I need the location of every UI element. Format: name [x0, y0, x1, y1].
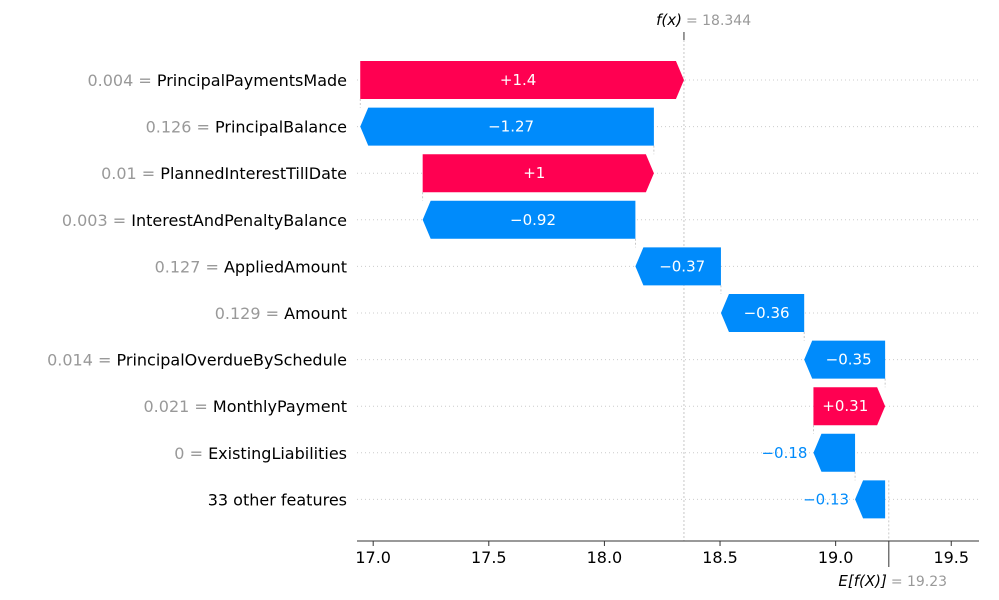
feature-name: MonthlyPayment [213, 397, 347, 416]
feature-name: PrincipalBalance [215, 118, 347, 137]
feature-label: 0.127 = AppliedAmount [155, 257, 347, 276]
feature-name: ExistingLiabilities [208, 444, 347, 463]
feature-value: 0.003 = [62, 211, 131, 230]
bar-positive [422, 154, 654, 193]
efx-label: E[f(X)] [838, 572, 887, 590]
feature-label: 0.003 = InterestAndPenaltyBalance [62, 211, 347, 230]
feature-label: 0.01 = PlannedInterestTillDate [101, 164, 347, 183]
feature-value: 0.127 = [155, 257, 224, 276]
feature-value: 0.014 = [47, 351, 116, 370]
feature-value: 0 = [174, 444, 208, 463]
bar-negative [813, 433, 856, 472]
bar-negative [422, 200, 636, 239]
feature-value: 0.004 = [87, 71, 156, 90]
feature-label: 0.021 = MonthlyPayment [144, 397, 348, 416]
bar-value-label: +0.31 [822, 397, 868, 415]
bar-value-label: −0.35 [826, 351, 872, 369]
bar-negative [360, 107, 654, 146]
fx-label: f(x) [656, 11, 682, 29]
feature-name: InterestAndPenaltyBalance [131, 211, 347, 230]
feature-name: Amount [284, 304, 347, 323]
bar-value-label: +1.4 [500, 71, 536, 89]
feature-label: 0.004 = PrincipalPaymentsMade [87, 71, 347, 90]
bar-value-label: +1 [523, 164, 545, 182]
feature-value: 0.129 = [215, 304, 284, 323]
bar-value-label: −1.27 [488, 118, 534, 136]
fx-label-value: = 18.344 [686, 13, 751, 29]
feature-label: 0 = ExistingLiabilities [174, 444, 347, 463]
bar-negative [855, 480, 886, 519]
fx-label-prefix: f(x) [656, 11, 682, 29]
x-tick-label: 19.0 [818, 548, 854, 567]
feature-label: 0.126 = PrincipalBalance [146, 118, 347, 137]
feature-value: 0.126 = [146, 118, 215, 137]
bar-negative [635, 247, 721, 286]
feature-value: 0.01 = [101, 164, 160, 183]
feature-name: PlannedInterestTillDate [160, 164, 347, 183]
feature-name: PrincipalOverdueBySchedule [117, 351, 348, 370]
feature-name: 33 other features [208, 490, 347, 509]
x-tick-label: 17.0 [355, 548, 391, 567]
feature-name: AppliedAmount [224, 257, 347, 276]
efx-label-prefix: E[f(X)] [838, 572, 887, 590]
bar-value-label: −0.92 [510, 211, 556, 229]
bar-value-label: −0.13 [803, 490, 849, 508]
feature-value: 0.021 = [144, 397, 213, 416]
bar-value-label: −0.37 [659, 257, 705, 275]
bar-value-label: −0.18 [761, 444, 807, 462]
x-tick-label: 17.5 [471, 548, 507, 567]
efx-label-value: = 19.23 [891, 574, 947, 590]
feature-label: 33 other features [208, 490, 347, 509]
x-tick-label: 18.5 [702, 548, 738, 567]
bar-positive [360, 61, 684, 99]
bar-value-label: −0.36 [744, 304, 790, 322]
x-tick-label: 19.5 [933, 548, 969, 567]
feature-label: 0.014 = PrincipalOverdueBySchedule [47, 351, 347, 370]
bar-positive [813, 387, 886, 426]
feature-name: PrincipalPaymentsMade [157, 71, 347, 90]
x-tick-label: 18.0 [587, 548, 623, 567]
bar-negative [804, 340, 886, 379]
bar-negative [720, 294, 805, 332]
feature-label: 0.129 = Amount [215, 304, 347, 323]
